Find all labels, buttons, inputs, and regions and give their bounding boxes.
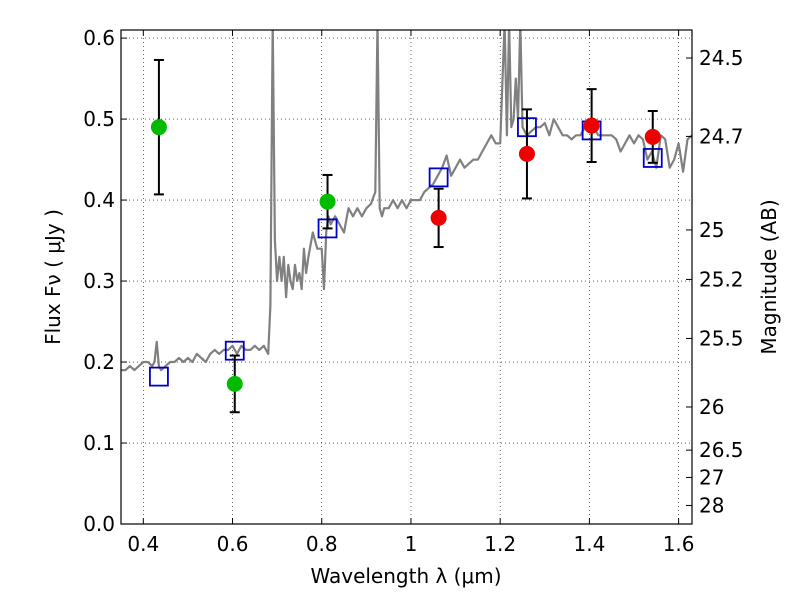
x-tick-label: 1.2 xyxy=(484,532,516,556)
plot-layer xyxy=(121,30,692,414)
y-axis-label: Flux Fν ( μJy ) xyxy=(41,209,65,345)
right-tick-label: 25 xyxy=(699,218,724,242)
right-tick-label: 24.7 xyxy=(699,124,744,148)
y-tick-label: 0.2 xyxy=(83,350,115,374)
observed-point xyxy=(150,119,167,136)
model-photometry-square xyxy=(149,366,169,387)
x-tick-label: 0.8 xyxy=(306,532,338,556)
right-tick-label: 27 xyxy=(699,465,724,489)
right-tick-label: 25.2 xyxy=(699,267,744,291)
observed-point xyxy=(644,128,661,145)
y-tick-label: 0.4 xyxy=(83,188,115,212)
grid-layer xyxy=(121,30,692,525)
model-photometry-square xyxy=(428,167,449,188)
observed-point xyxy=(226,375,243,392)
plot-frame xyxy=(120,29,693,525)
y-tick-label: 0.0 xyxy=(83,512,115,536)
x-tick-label: 1.6 xyxy=(663,532,695,556)
x-tick-label: 0.6 xyxy=(217,532,249,556)
observed-point xyxy=(319,193,336,210)
right-tick-label: 28 xyxy=(699,493,724,517)
y-tick-label: 0.6 xyxy=(83,26,115,50)
observed-point xyxy=(518,145,535,162)
observed-point xyxy=(583,117,600,134)
right-tick-label: 26.5 xyxy=(699,438,744,462)
spectrum-line xyxy=(121,30,692,372)
observed-point xyxy=(430,209,447,226)
y-tick-label: 0.1 xyxy=(83,431,115,455)
right-axis-label: Magnitude (AB) xyxy=(757,199,781,354)
x-tick-label: 1.4 xyxy=(573,532,605,556)
right-tick-label: 26 xyxy=(699,395,724,419)
tick-layer: 0.4 0.6 0.8 1 1.2 1.4 1.6 0.0 0.1 0.2 0.3 0.4 0.5 0.6… xyxy=(83,26,743,556)
y-tick-label: 0.3 xyxy=(83,269,115,293)
x-tick-label: 0.4 xyxy=(127,532,159,556)
y-tick-label: 0.5 xyxy=(83,107,115,131)
right-tick-label: 25.5 xyxy=(699,326,744,350)
x-axis-label: Wavelength λ (μm) xyxy=(310,564,501,588)
right-tick-label: 24.5 xyxy=(699,46,744,70)
x-tick-label: 1 xyxy=(405,532,418,556)
